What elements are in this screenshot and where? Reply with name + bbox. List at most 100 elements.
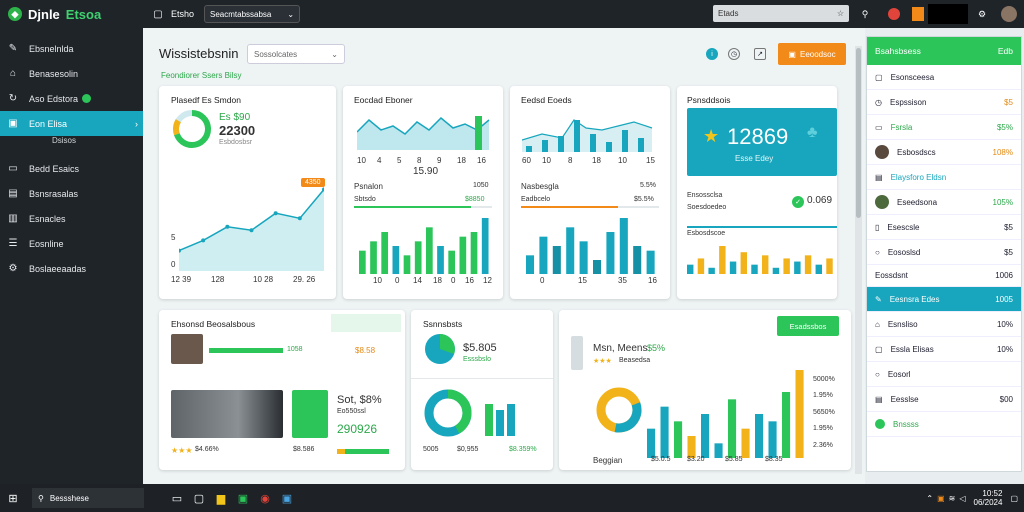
file-explorer-icon[interactable]: ▆ [216,492,226,505]
taskbar-search-input[interactable]: ⚲ Bessshese [32,488,144,508]
volume-icon[interactable]: ◁ [959,493,966,503]
highlight-banner: ★ 12869 Esse Edey ♣ [687,108,837,176]
clock-date[interactable]: 06/2024 [973,498,1003,507]
donut-chart [173,110,211,148]
bar [437,246,444,274]
banner-note: Esse Edey [735,154,774,163]
list-item[interactable]: ▢ Esonsceesa [867,65,1021,90]
data-point [201,238,206,243]
section-label: Nasbesgla [521,182,559,191]
list-item[interactable]: Esbosdscs 108% [867,140,1021,165]
sidebar-item-2[interactable]: ↻ Aso Edstora [0,86,143,111]
list-item-label: Eseedsona [897,197,938,207]
list-item-value: 105% [992,197,1013,207]
info-icon[interactable]: i [706,48,718,60]
primary-action-label: Eeoodsoc [799,49,836,59]
network-icon[interactable]: ≋ [948,493,956,503]
axis-value: 2.36% [813,442,833,449]
clock-time[interactable]: 10:52 [982,489,1003,498]
list-item-label: Esbosdscs [897,147,936,157]
x-tick: 35 [618,276,627,285]
list-item[interactable]: ▢ Essla Elisas 10% [867,337,1021,362]
list-item[interactable]: Eseedsona 105% [867,190,1021,215]
bar-chart [359,218,489,274]
tray-app-icon[interactable]: ▣ [937,493,945,503]
x-tick: 18 [457,156,466,165]
scrollbar-thumb[interactable] [856,48,861,218]
x-tick: 10 28 [253,275,274,284]
card-title: Eocdad Eboner [354,95,413,105]
workspace-select[interactable]: Seacmtabssabsa ⌄ [204,5,301,23]
list-item[interactable]: ○ Eososlsd $5 [867,240,1021,265]
sidebar-item-6[interactable]: ▥ Esnacles [0,206,143,231]
sidebar-subitem[interactable]: Dsisos [52,136,77,145]
right-panel-header[interactable]: Bsahsbsess Edb [867,37,1021,65]
metrics-title: Msn, Meens [593,343,648,354]
list-item[interactable]: ○ Eosorl [867,362,1021,387]
bar [768,421,777,458]
primary-action-button[interactable]: ▣ Eeoodsoc [778,43,846,65]
bar [783,258,790,274]
star-icon[interactable]: ☆ [836,9,844,18]
card-tab[interactable] [331,314,401,332]
circle-icon: ○ [875,369,880,379]
bar [459,236,467,274]
sidebar-item-7[interactable]: ☰ Eosnline [0,231,143,256]
bar [566,227,575,274]
bookmark-icon[interactable] [912,7,924,21]
panel-footer[interactable]: Bnssss [867,412,1021,437]
x-tick: 16 [465,276,474,285]
notification-center-icon[interactable]: ▢ [1010,493,1018,503]
chevron-up-icon[interactable]: ⌃ [926,493,934,503]
data-point [179,248,181,253]
app-menu-icon[interactable]: ▢ [153,8,163,20]
sidebar-item-1[interactable]: ⌂ Benasesolin [0,61,143,86]
clock-icon[interactable]: ◷ [728,48,740,60]
bar [714,443,723,458]
main-scrollbar[interactable] [855,46,862,474]
browser-icon[interactable]: ◉ [260,492,270,505]
photo [171,390,283,438]
list-item[interactable]: ▤ Eesslse $00 [867,387,1021,412]
sidebar-item-8[interactable]: ⚙ Boslaeeaadas [0,256,143,281]
axis-value: 5000% [813,376,835,383]
bar [708,267,715,274]
sidebar-item-0[interactable]: ✎ Ebsnelnlda [0,36,143,61]
list-item-label: Esonsceesa [890,72,935,82]
app-logo[interactable]: ◆ Djnle Etsoa [0,7,143,22]
sidebar-item-5[interactable]: ▤ Bsnsrasalas [0,181,143,206]
metrics-button-label: Esadssbos [789,321,827,331]
status-dot-icon [82,94,92,103]
list-item[interactable]: ▭ Fsrsla $5% [867,115,1021,140]
divider [411,378,553,379]
bar [370,241,377,274]
search-input[interactable]: Etads ☆ [713,5,849,22]
chat-icon[interactable]: ▢ [193,492,205,505]
search-icon[interactable]: ⚲ [861,8,869,19]
breadcrumb[interactable]: Etsho [171,9,195,19]
bar [414,241,422,274]
app-icon[interactable]: ▣ [237,492,249,505]
list-item[interactable]: ▯ Esescsle $5 [867,215,1021,240]
export-icon[interactable]: ↗ [754,48,766,60]
list-item[interactable]: ◷ Espssison $5 [867,90,1021,115]
list-item-label: Eososlsd [887,247,921,257]
user-menu-button[interactable] [928,4,968,24]
list-item[interactable]: ▤ Elaysforo Eldsn [867,165,1021,190]
metrics-button[interactable]: Esadssbos [777,316,839,336]
settings-icon[interactable]: ⚙ [977,8,987,19]
bar [470,232,478,274]
windows-start-icon[interactable]: ⊞ [8,492,18,505]
footer-value: $8.586 [293,446,315,453]
store-icon[interactable]: ▣ [281,492,293,505]
list-item[interactable]: ⌂ Esnsliso 10% [867,312,1021,337]
notification-icon[interactable] [886,4,902,24]
bar [593,260,602,274]
sidebar-item-3[interactable]: ▣ Eon Elisa › [0,111,148,136]
filter-select[interactable]: Sossolcates ⌄ [247,44,345,64]
task-view-icon[interactable]: ▭ [171,492,183,505]
list-item-selected[interactable]: ✎ Eesnsra Edes 1005 [867,287,1021,312]
avatar[interactable] [1000,4,1018,24]
x-tick: 15 [646,156,655,165]
sidebar-item-4[interactable]: ▭ Bedd Esaics [0,156,143,181]
